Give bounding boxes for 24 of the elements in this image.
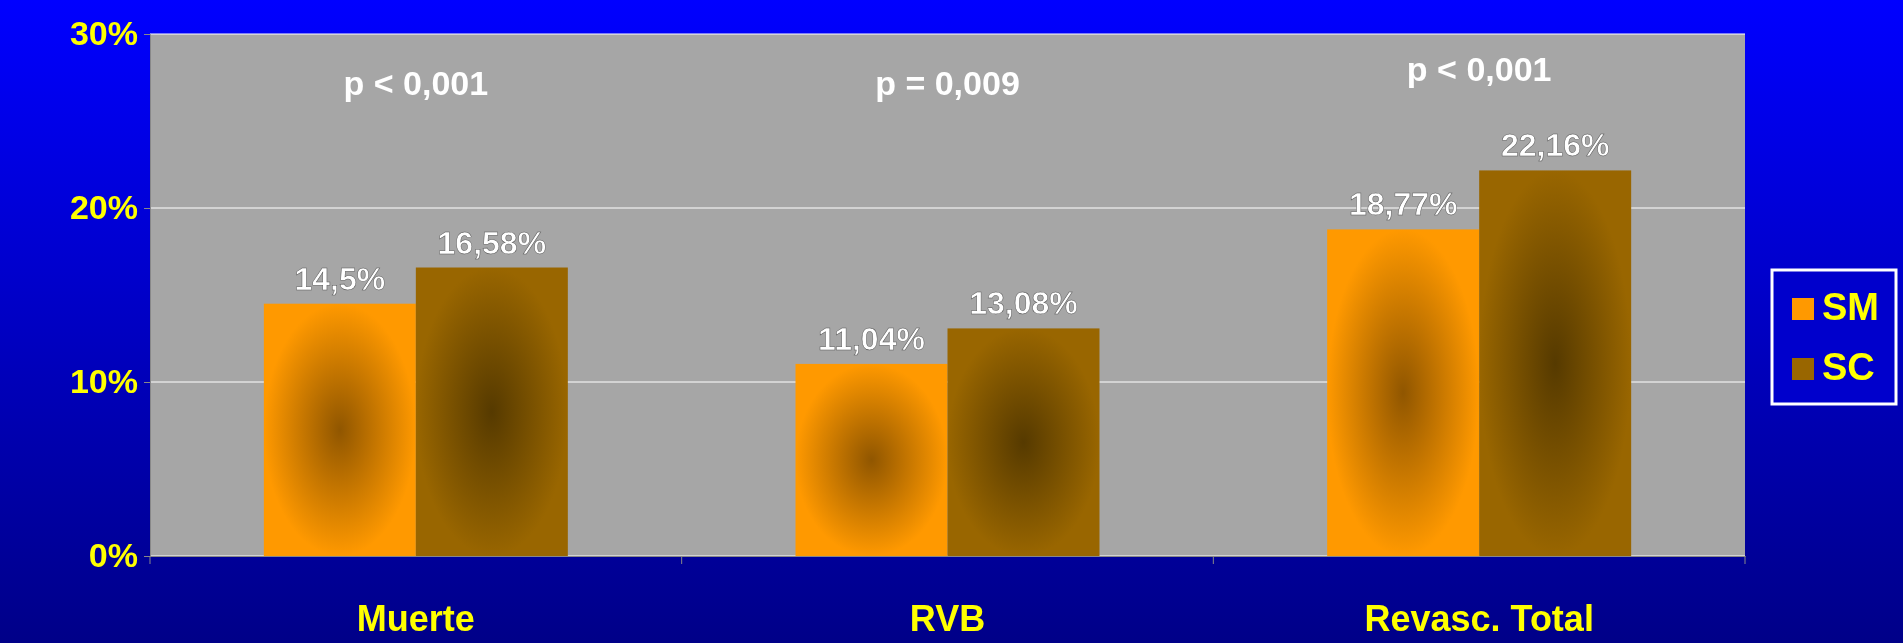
- x-tick-label: Muerte: [356, 598, 475, 639]
- data-label: 16,58%: [437, 224, 547, 261]
- y-tick-label: 30%: [69, 14, 138, 53]
- bar: [1479, 170, 1632, 556]
- x-tick-label: Revasc. Total: [1364, 598, 1594, 639]
- annotation: p < 0,001: [343, 63, 489, 102]
- data-label: 11,04%: [818, 320, 925, 357]
- data-label: 18,77%: [1348, 186, 1458, 223]
- bar: [263, 303, 416, 556]
- bar: [795, 363, 948, 556]
- bar: [415, 267, 568, 556]
- y-tick-label: 10%: [69, 362, 138, 401]
- data-label: 13,08%: [969, 285, 1078, 322]
- legend-label: SM: [1822, 286, 1879, 329]
- data-label: 14,5%: [294, 260, 386, 297]
- legend-label: SC: [1822, 346, 1875, 389]
- bar: [1327, 229, 1480, 556]
- y-tick-label: 20%: [69, 188, 138, 227]
- x-tick-label: RVB: [909, 598, 986, 639]
- bar: [947, 328, 1100, 556]
- annotation: p < 0,001: [1406, 49, 1552, 88]
- y-tick-label: 0%: [88, 536, 138, 575]
- annotation: p = 0,009: [875, 63, 1020, 102]
- data-label: 22,16%: [1500, 127, 1610, 164]
